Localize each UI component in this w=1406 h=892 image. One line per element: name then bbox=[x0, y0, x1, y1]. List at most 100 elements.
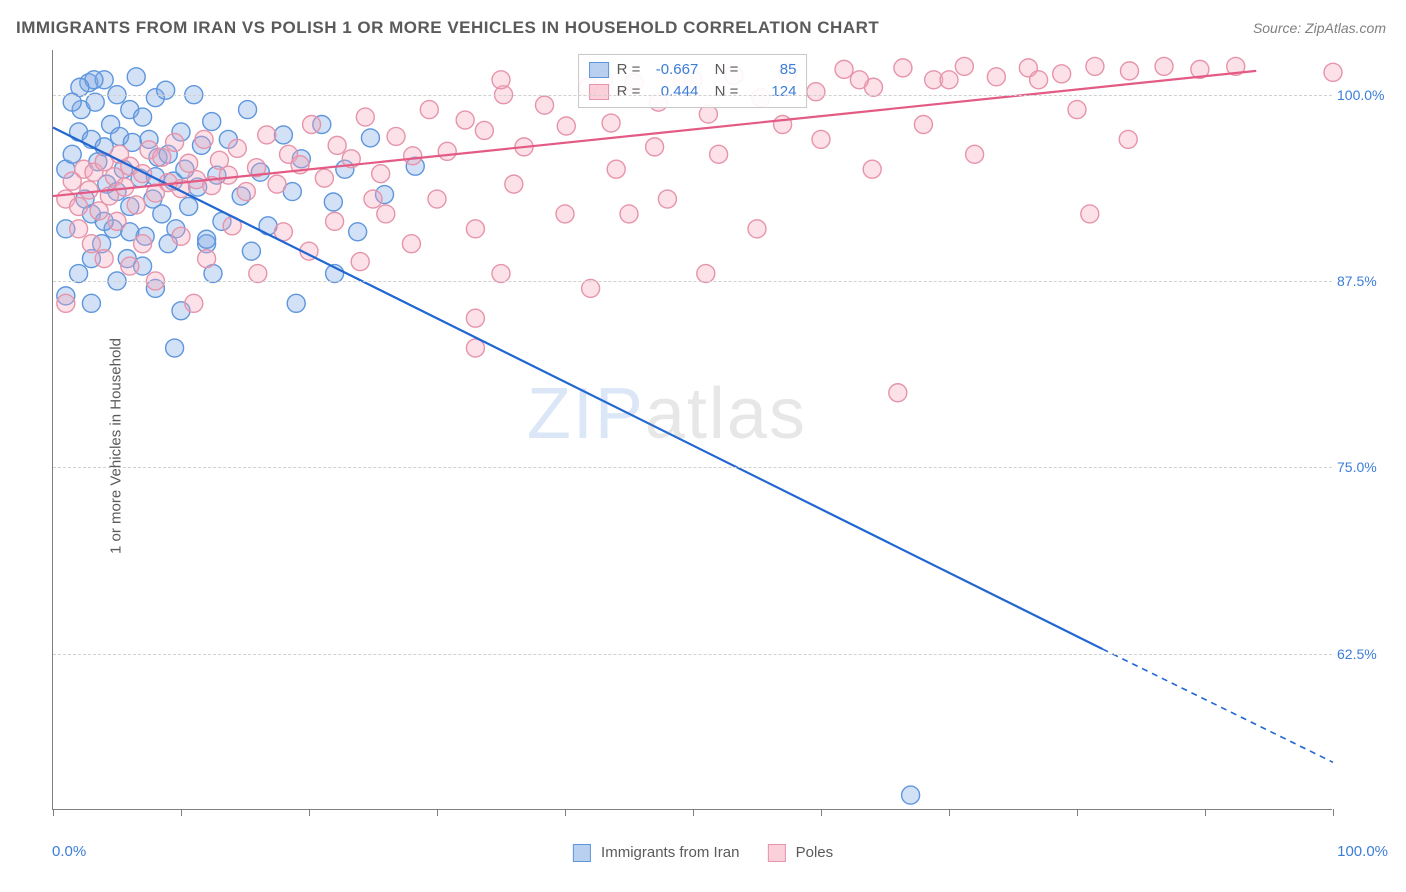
scatter-point-poles bbox=[557, 117, 575, 135]
scatter-point-poles bbox=[955, 57, 973, 75]
gridline bbox=[53, 467, 1332, 468]
scatter-point-iran bbox=[127, 68, 145, 86]
scatter-point-poles bbox=[1068, 101, 1086, 119]
scatter-point-poles bbox=[940, 71, 958, 89]
scatter-point-iran bbox=[86, 93, 104, 111]
scatter-point-poles bbox=[748, 220, 766, 238]
scatter-point-poles bbox=[219, 166, 237, 184]
x-tick bbox=[1205, 809, 1206, 816]
scatter-point-iran bbox=[153, 205, 171, 223]
scatter-point-poles bbox=[1120, 62, 1138, 80]
scatter-point-poles bbox=[658, 190, 676, 208]
scatter-point-poles bbox=[438, 142, 456, 160]
scatter-point-poles bbox=[172, 227, 190, 245]
scatter-point-poles bbox=[237, 183, 255, 201]
scatter-point-poles bbox=[850, 71, 868, 89]
r-label: R = bbox=[617, 59, 641, 81]
scatter-point-poles bbox=[372, 165, 390, 183]
scatter-point-poles bbox=[80, 181, 98, 199]
scatter-point-poles bbox=[812, 130, 830, 148]
scatter-point-poles bbox=[807, 83, 825, 101]
x-tick bbox=[821, 809, 822, 816]
y-tick-label: 87.5% bbox=[1337, 273, 1392, 289]
scatter-point-poles bbox=[492, 265, 510, 283]
r-value-iran: -0.667 bbox=[648, 59, 698, 81]
x-tick bbox=[565, 809, 566, 816]
scatter-point-iran bbox=[180, 197, 198, 215]
scatter-point-poles bbox=[536, 96, 554, 114]
scatter-point-poles bbox=[134, 165, 152, 183]
gridline bbox=[53, 281, 1332, 282]
n-value-poles: 124 bbox=[746, 81, 796, 103]
scatter-point-poles bbox=[185, 294, 203, 312]
scatter-point-poles bbox=[326, 212, 344, 230]
scatter-point-poles bbox=[1030, 71, 1048, 89]
scatter-point-poles bbox=[607, 160, 625, 178]
scatter-point-poles bbox=[268, 175, 286, 193]
scatter-point-poles bbox=[356, 108, 374, 126]
series-legend: Immigrants from Iran Poles bbox=[573, 844, 833, 862]
scatter-point-poles bbox=[1119, 130, 1137, 148]
x-tick bbox=[309, 809, 310, 816]
scatter-point-poles bbox=[456, 111, 474, 129]
scatter-point-poles bbox=[377, 205, 395, 223]
scatter-point-poles bbox=[387, 127, 405, 145]
scatter-point-poles bbox=[1324, 63, 1342, 81]
scatter-point-poles bbox=[402, 235, 420, 253]
scatter-point-iran bbox=[274, 126, 292, 144]
legend-row-poles: R = 0.444 N = 124 bbox=[589, 81, 797, 103]
plot-area: ZIPatlas R = -0.667 N = 85 R = 0.444 N =… bbox=[52, 50, 1332, 810]
scatter-point-poles bbox=[70, 197, 88, 215]
scatter-point-iran bbox=[198, 230, 216, 248]
chart-title: IMMIGRANTS FROM IRAN VS POLISH 1 OR MORE… bbox=[16, 18, 879, 38]
correlation-legend: R = -0.667 N = 85 R = 0.444 N = 124 bbox=[578, 54, 808, 108]
scatter-point-poles bbox=[82, 235, 100, 253]
legend-label-iran: Immigrants from Iran bbox=[601, 844, 739, 861]
scatter-point-poles bbox=[889, 384, 907, 402]
scatter-point-poles bbox=[57, 294, 75, 312]
x-tick bbox=[437, 809, 438, 816]
scatter-point-poles bbox=[420, 101, 438, 119]
scatter-point-poles bbox=[249, 265, 267, 283]
scatter-point-poles bbox=[987, 68, 1005, 86]
scatter-point-poles bbox=[134, 235, 152, 253]
scatter-point-poles bbox=[1081, 205, 1099, 223]
scatter-point-iran bbox=[242, 242, 260, 260]
n-value-iran: 85 bbox=[746, 59, 796, 81]
scatter-point-iran bbox=[349, 223, 367, 241]
trend-line-extended-iran bbox=[1103, 649, 1333, 762]
gridline bbox=[53, 95, 1332, 96]
scatter-point-poles bbox=[1155, 57, 1173, 75]
scatter-point-poles bbox=[492, 71, 510, 89]
scatter-point-iran bbox=[71, 78, 89, 96]
x-tick bbox=[1333, 809, 1334, 816]
scatter-point-poles bbox=[894, 59, 912, 77]
scatter-point-poles bbox=[258, 126, 276, 144]
x-tick bbox=[949, 809, 950, 816]
legend-label-poles: Poles bbox=[796, 844, 834, 861]
scatter-point-poles bbox=[428, 190, 446, 208]
scatter-point-poles bbox=[466, 309, 484, 327]
scatter-point-poles bbox=[95, 250, 113, 268]
scatter-point-poles bbox=[404, 147, 422, 165]
x-tick bbox=[693, 809, 694, 816]
scatter-point-poles bbox=[364, 190, 382, 208]
chart-svg bbox=[53, 50, 1332, 809]
legend-row-iran: R = -0.667 N = 85 bbox=[589, 59, 797, 81]
legend-swatch-icon bbox=[767, 844, 785, 862]
trend-line-iran bbox=[53, 127, 1103, 649]
r-label: R = bbox=[617, 81, 641, 103]
scatter-point-poles bbox=[1053, 65, 1071, 83]
scatter-point-poles bbox=[505, 175, 523, 193]
x-axis-max-label: 100.0% bbox=[1337, 843, 1388, 860]
scatter-point-poles bbox=[228, 139, 246, 157]
scatter-point-poles bbox=[697, 265, 715, 283]
scatter-point-poles bbox=[153, 148, 171, 166]
scatter-point-poles bbox=[774, 116, 792, 134]
scatter-point-iran bbox=[63, 145, 81, 163]
scatter-point-poles bbox=[108, 212, 126, 230]
scatter-point-poles bbox=[70, 220, 88, 238]
scatter-point-poles bbox=[914, 116, 932, 134]
gridline bbox=[53, 654, 1332, 655]
scatter-point-poles bbox=[646, 138, 664, 156]
